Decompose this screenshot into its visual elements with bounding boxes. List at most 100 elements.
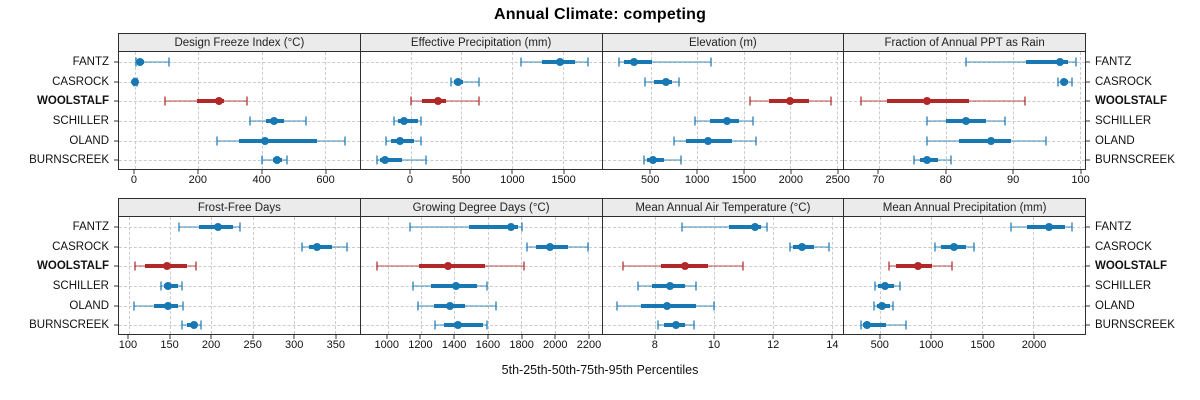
- x-axis-caption: 5th-25th-50th-75th-95th Percentiles: [501, 363, 699, 377]
- whisker-cap: [485, 281, 488, 291]
- row-label: BURNSCREEK: [29, 154, 109, 167]
- x-tick-mark: [930, 335, 932, 339]
- median-dot: [270, 116, 279, 125]
- median-dot: [446, 301, 455, 310]
- row-tick-mark: [114, 226, 118, 228]
- x-tick-mark: [409, 170, 411, 174]
- x-tick-label: 150: [160, 339, 179, 351]
- row-tick-mark: [1086, 305, 1090, 306]
- x-tick-label: 2000: [543, 339, 568, 351]
- median-dot: [922, 156, 931, 165]
- median-dot: [395, 136, 404, 145]
- whisker-cap: [904, 320, 907, 330]
- whisker-cap: [1010, 222, 1013, 232]
- whisker-cap: [485, 320, 488, 330]
- panel-title: Growing Degree Days (°C): [359, 198, 603, 217]
- panel-row: Design Freeze Index (°C) 0 200 400 600 Effect…: [118, 33, 1090, 188]
- v-gridline: [252, 217, 254, 334]
- x-tick-mark: [487, 335, 489, 339]
- h-gridline: [119, 101, 360, 103]
- panel-title: Design Freeze Index (°C): [118, 33, 361, 52]
- whisker-cap: [249, 116, 252, 126]
- row-labels-right: FANTZ CASROCK WOOLSTALF SCHILLER OLAND BURNSC…: [1086, 198, 1198, 353]
- whisker-cap: [657, 320, 660, 330]
- whisker-cap: [181, 320, 184, 330]
- x-tick-mark: [521, 335, 523, 339]
- row-label: OLAND: [69, 134, 109, 147]
- whisker-cap: [134, 261, 137, 271]
- x-tick-label: 70: [872, 174, 885, 186]
- whisker-range: [135, 60, 169, 63]
- whisker-cap: [693, 116, 696, 126]
- h-gridline: [119, 325, 360, 327]
- v-gridline: [714, 217, 716, 334]
- whisker-cap: [586, 242, 589, 251]
- v-gridline: [945, 52, 947, 169]
- whisker-cap: [419, 136, 422, 145]
- x-tick-label: 1000: [500, 174, 525, 186]
- whisker-cap: [765, 222, 768, 232]
- panel: Mean Annual Air Temperature (°C) 8 10 12 14: [601, 198, 845, 353]
- whisker-cap: [950, 155, 953, 165]
- whisker-cap: [636, 281, 639, 291]
- x-tick-label: 10: [707, 339, 721, 351]
- h-gridline: [844, 81, 1085, 83]
- iqr-bar: [379, 158, 402, 163]
- iqr-bar: [196, 99, 224, 104]
- median-dot: [1060, 77, 1069, 86]
- whisker-cap: [616, 301, 619, 310]
- panel-title: Mean Annual Air Temperature (°C): [601, 198, 845, 217]
- v-gridline: [293, 217, 295, 334]
- x-tick-mark: [945, 170, 947, 174]
- x-tick-label: 14: [826, 339, 839, 351]
- panel-row: Frost-Free Days 100 150 200 250 300 350 Growing…: [118, 198, 1086, 353]
- v-gridline: [410, 52, 412, 169]
- row-labels-left: FANTZ CASROCK WOOLSTALF SCHILLER OLAND BURNSC…: [2, 198, 118, 353]
- v-gridline: [790, 52, 792, 169]
- whisker-cap: [951, 261, 954, 271]
- whisker-cap: [425, 155, 428, 165]
- x-tick-label: 1400: [441, 339, 467, 351]
- v-gridline: [554, 217, 556, 334]
- panel-plot: [118, 217, 361, 335]
- whisker-cap: [410, 96, 413, 106]
- whisker-cap: [672, 136, 675, 145]
- median-dot: [545, 242, 554, 251]
- h-gridline: [602, 160, 844, 162]
- x-tick-label: 0: [130, 174, 138, 186]
- panel-title: Effective Precipitation (mm): [359, 33, 603, 52]
- panel-title: Fraction of Annual PPT as Rain: [843, 33, 1086, 52]
- row-tick-mark: [114, 324, 118, 326]
- whisker-cap: [710, 57, 713, 67]
- row-label: CASROCK: [1095, 75, 1152, 88]
- x-tick-mark: [210, 335, 212, 339]
- panel-x-axis: 500 1000 1500 2000: [843, 335, 1086, 353]
- x-tick-label: 0: [406, 174, 413, 186]
- v-gridline: [982, 217, 984, 334]
- iqr-bar: [419, 264, 486, 269]
- row-label: WOOLSTALF: [37, 95, 109, 108]
- row-label: FANTZ: [1095, 220, 1132, 233]
- h-gridline: [360, 246, 602, 248]
- x-tick-mark: [649, 170, 651, 174]
- h-gridline: [602, 305, 844, 307]
- v-gridline: [487, 217, 489, 334]
- panel-band: FANTZ CASROCK WOOLSTALF SCHILLER OLAND BURNSC…: [2, 33, 1198, 188]
- median-dot: [663, 301, 672, 310]
- whisker-cap: [1004, 116, 1007, 126]
- row-label: CASROCK: [52, 240, 109, 253]
- v-gridline: [387, 217, 389, 334]
- whisker-cap: [285, 155, 288, 165]
- panel-plot: [843, 52, 1086, 170]
- panel-band: FANTZ CASROCK WOOLSTALF SCHILLER OLAND BURNSC…: [2, 198, 1198, 353]
- v-gridline: [454, 217, 456, 334]
- whisker-cap: [752, 116, 755, 126]
- panel-plot: [359, 52, 603, 170]
- median-dot: [922, 97, 931, 106]
- median-dot: [863, 321, 872, 330]
- row-label: CASROCK: [52, 75, 109, 88]
- whisker-cap: [411, 281, 414, 291]
- iqr-bar: [863, 323, 887, 328]
- whisker-cap: [393, 116, 396, 126]
- h-gridline: [602, 246, 844, 248]
